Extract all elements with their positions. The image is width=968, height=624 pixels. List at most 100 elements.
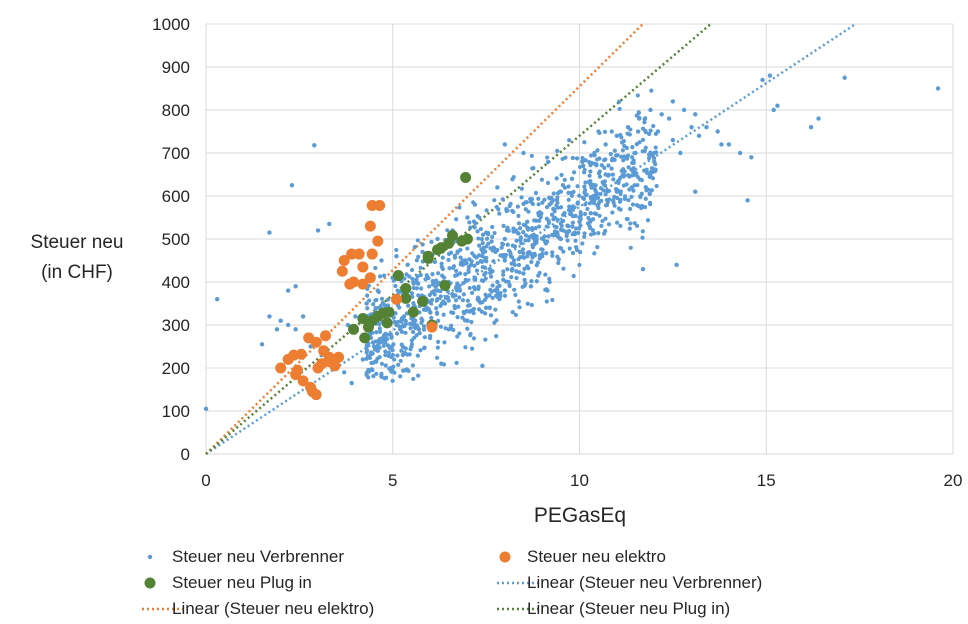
- data-point: [597, 199, 602, 204]
- data-point: [443, 326, 448, 331]
- data-point: [372, 235, 384, 247]
- data-point: [430, 282, 435, 287]
- data-point: [583, 158, 588, 163]
- data-point: [453, 286, 459, 291]
- data-point: [543, 239, 548, 244]
- data-point: [490, 234, 495, 239]
- data-point: [267, 230, 272, 235]
- y-axis-label-line-2: (in CHF): [41, 262, 113, 283]
- data-point: [582, 211, 588, 217]
- data-point: [636, 110, 641, 115]
- data-point: [377, 322, 382, 327]
- data-point: [612, 148, 617, 153]
- data-point: [407, 306, 419, 318]
- data-point: [450, 265, 456, 270]
- data-point: [474, 268, 480, 273]
- data-point: [490, 283, 495, 288]
- data-point: [597, 213, 602, 218]
- data-point: [666, 116, 672, 121]
- data-point: [545, 160, 551, 165]
- data-point: [369, 350, 374, 355]
- data-point: [647, 191, 652, 197]
- data-point: [602, 129, 608, 135]
- data-point: [488, 313, 494, 318]
- data-point: [534, 218, 539, 223]
- data-point: [587, 173, 592, 178]
- data-point: [414, 277, 419, 282]
- data-point: [595, 245, 600, 250]
- data-point: [508, 201, 513, 206]
- data-point: [429, 297, 435, 303]
- data-point: [534, 279, 539, 284]
- data-point: [501, 272, 506, 277]
- data-point: [554, 176, 559, 181]
- x-tick-label: 5: [388, 471, 397, 490]
- data-point: [603, 216, 608, 221]
- data-point: [567, 138, 572, 143]
- data-point: [578, 250, 583, 255]
- data-point: [403, 330, 408, 335]
- x-axis-label: PEGasEq: [534, 504, 626, 527]
- data-point: [640, 149, 645, 154]
- data-point: [622, 143, 627, 149]
- data-point: [475, 261, 480, 266]
- data-point: [400, 282, 412, 294]
- data-point: [566, 190, 571, 195]
- data-point: [632, 150, 637, 156]
- data-point: [435, 236, 440, 242]
- data-point: [603, 228, 608, 234]
- data-point: [434, 306, 439, 311]
- data-point: [520, 247, 526, 252]
- data-point: [510, 243, 515, 248]
- data-point: [394, 331, 400, 336]
- data-point: [489, 274, 494, 279]
- data-point: [438, 289, 443, 294]
- data-point: [381, 317, 393, 329]
- data-point: [415, 325, 420, 330]
- data-point: [466, 269, 471, 275]
- data-point: [490, 248, 495, 253]
- data-point: [588, 194, 593, 200]
- data-point: [529, 233, 535, 238]
- data-point: [333, 351, 345, 363]
- y-tick-label: 1000: [152, 15, 190, 34]
- data-point: [517, 249, 522, 255]
- data-point: [297, 375, 309, 387]
- data-point: [516, 221, 522, 226]
- data-point: [395, 319, 401, 325]
- data-point: [614, 220, 620, 225]
- data-point: [514, 238, 519, 243]
- data-point: [417, 295, 429, 307]
- data-point: [452, 253, 457, 258]
- data-point: [360, 357, 366, 362]
- data-point: [523, 207, 528, 212]
- data-point: [293, 327, 298, 332]
- data-point: [526, 238, 531, 243]
- data-point: [528, 196, 533, 202]
- data-point: [472, 263, 477, 268]
- data-point: [582, 231, 587, 236]
- data-point: [532, 253, 538, 258]
- data-point: [544, 216, 549, 221]
- data-point: [365, 293, 370, 298]
- data-point: [463, 261, 469, 266]
- data-point: [377, 336, 383, 342]
- data-point: [365, 354, 370, 359]
- data-point: [640, 229, 645, 234]
- data-point: [412, 244, 417, 250]
- data-point: [582, 140, 587, 145]
- data-point: [521, 222, 526, 227]
- data-point: [451, 310, 456, 315]
- data-point: [478, 259, 483, 264]
- data-point: [346, 248, 358, 260]
- data-point: [390, 348, 395, 353]
- data-point: [375, 346, 380, 351]
- data-point: [293, 284, 298, 289]
- data-point: [318, 345, 330, 357]
- data-point: [652, 167, 658, 172]
- y-tick-label: 0: [181, 445, 190, 464]
- data-point: [465, 215, 470, 220]
- data-point: [632, 172, 637, 177]
- data-point: [521, 201, 526, 207]
- data-point: [628, 206, 633, 211]
